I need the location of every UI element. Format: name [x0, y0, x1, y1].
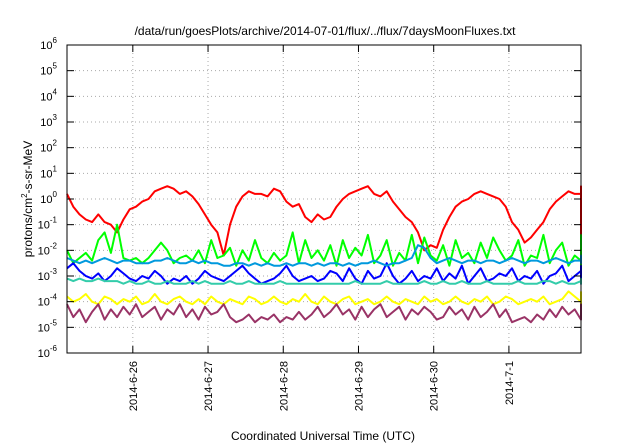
x-tick-labels: 2014-6-26 2014-6-27 2014-6-28 2014-6-29 2014… — [128, 361, 516, 411]
x-tick-label: 2014-6-28 — [278, 361, 290, 411]
y-tick-label: 10-5 — [38, 318, 58, 334]
y-tick-label: 10-1 — [38, 216, 58, 232]
y-axis-title-rest: -s-sr-MeV — [21, 141, 35, 194]
y-tick-label: 10-4 — [38, 293, 58, 309]
y-tick-label: 100 — [40, 190, 57, 206]
series-line-1 — [66, 185, 582, 257]
series-line-7 — [66, 303, 582, 324]
x-tick-label: 2014-6-29 — [353, 361, 365, 411]
y-tick-label: 10-3 — [38, 267, 58, 283]
y-tick-label: 103 — [40, 113, 57, 129]
x-tick-label: 2014-6-30 — [429, 361, 441, 411]
series-line-2 — [66, 223, 582, 267]
series-line-4 — [66, 244, 582, 267]
x-axis-title: Coordinated Universal Time (UTC) — [231, 429, 415, 443]
y-tick-label: 10-6 — [38, 344, 58, 360]
y-tick-label: 101 — [40, 164, 57, 180]
axis-ticks — [67, 44, 581, 354]
y-tick-label: 105 — [40, 62, 57, 78]
y-tick-label: 10-2 — [38, 241, 58, 257]
chart-title: /data/run/goesPlots/archive/2014-07-01/f… — [135, 24, 517, 38]
y-tick-label: 102 — [40, 139, 57, 155]
y-axis-title-sup: 2 — [20, 193, 29, 198]
y-tick-labels: 10-6 10-5 10-4 10-3 10-2 10-1 100 101 102 103 104 1… — [38, 36, 58, 360]
y-tick-label: 106 — [40, 36, 57, 52]
x-tick-label: 2014-6-26 — [128, 361, 140, 411]
x-tick-label: 2014-7-1 — [504, 361, 516, 405]
grid-lines — [67, 45, 581, 353]
y-tick-label: 104 — [40, 87, 57, 103]
x-tick-label: 2014-6-27 — [203, 361, 215, 411]
y-axis-title: protons/cm2-s-sr-MeV — [20, 141, 35, 257]
series-line-6 — [66, 290, 582, 306]
y-axis-title-base: protons/cm — [21, 198, 35, 257]
